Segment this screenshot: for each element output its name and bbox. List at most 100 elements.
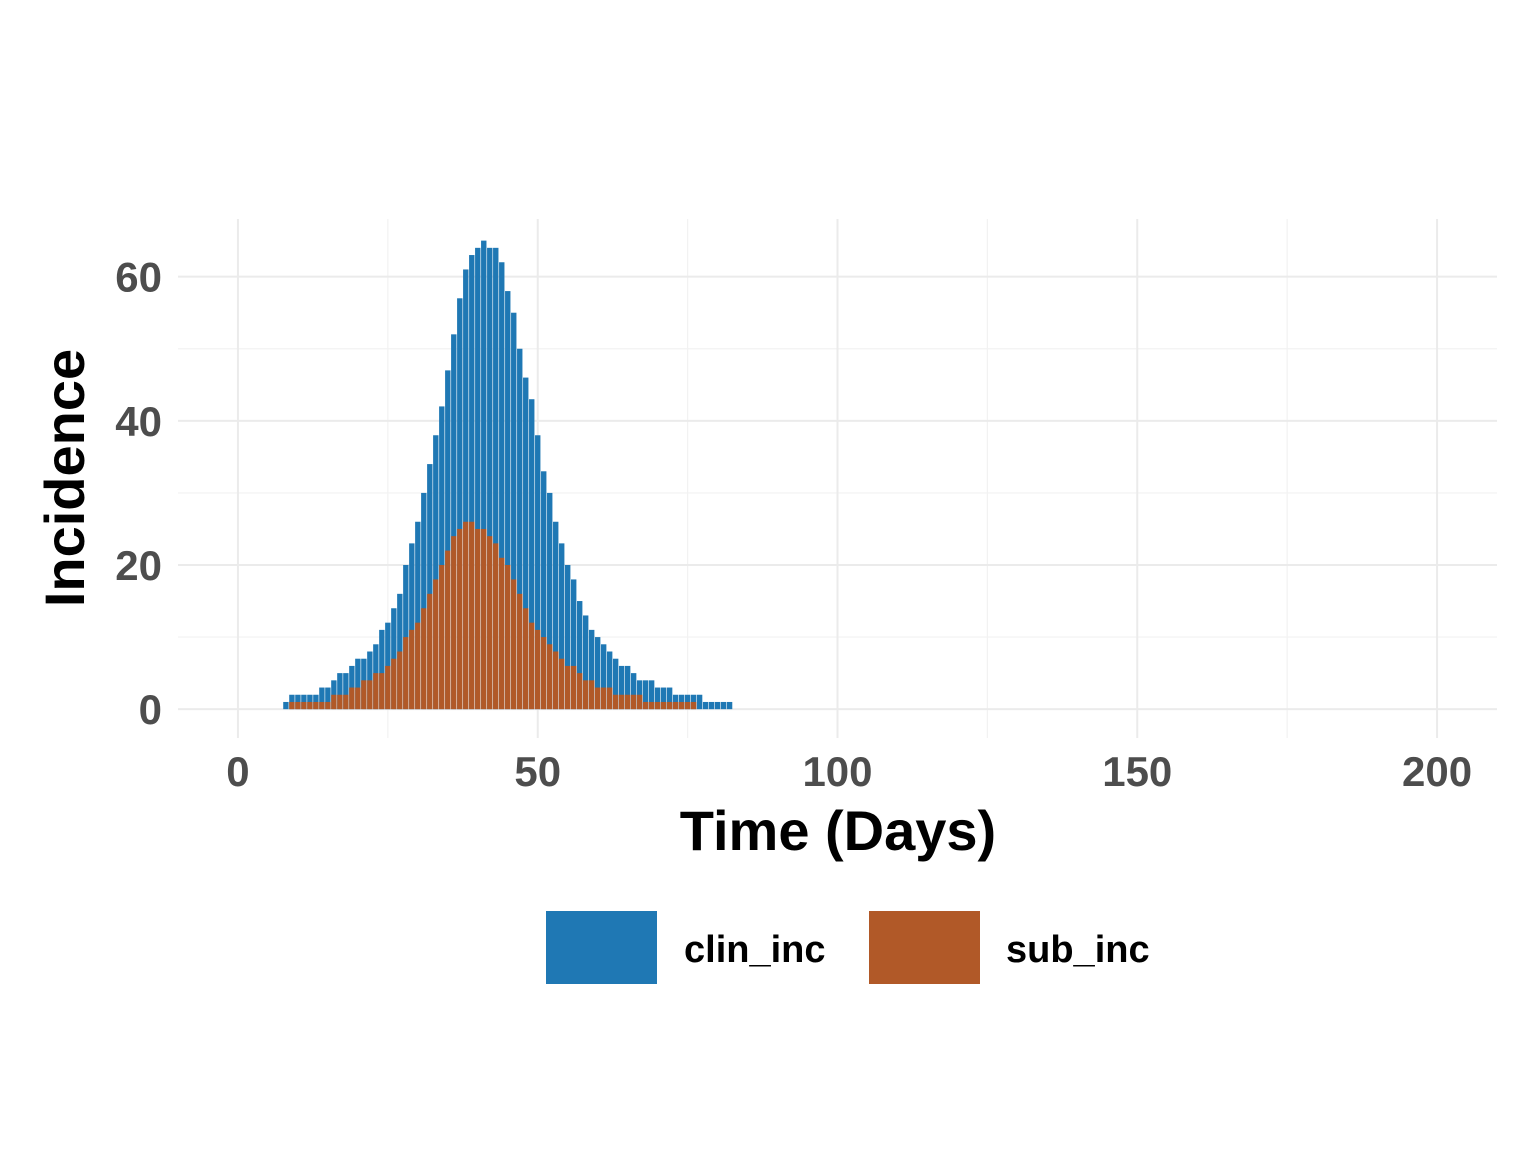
bar-clin-inc — [505, 291, 511, 710]
bar-sub-inc — [582, 680, 589, 710]
bar-sub-inc — [319, 701, 325, 710]
bar-sub-inc — [612, 694, 619, 710]
bar-sub-inc — [415, 622, 421, 710]
bar-clin-inc — [355, 658, 361, 710]
bar-sub-inc — [547, 644, 553, 710]
bar-sub-inc — [594, 687, 601, 710]
bar-clin-inc — [565, 565, 571, 710]
legend-swatch-clin-inc — [546, 911, 657, 984]
bar-sub-inc — [343, 694, 349, 710]
x-tick-label: 200 — [1402, 748, 1472, 795]
legend-item-clin-inc: clin_inc — [546, 911, 826, 984]
bar-sub-inc — [331, 694, 337, 710]
bar-clin-inc — [325, 687, 331, 710]
bar-clin-inc — [624, 665, 631, 710]
bar-clin-inc — [415, 521, 421, 710]
bar-clin-inc — [499, 262, 505, 710]
bar-sub-inc — [361, 680, 367, 710]
bar-clin-inc — [553, 521, 559, 710]
bar-sub-inc — [325, 701, 331, 710]
bar-clin-inc — [630, 673, 637, 710]
bar-clin-inc — [541, 471, 547, 710]
bar-clin-inc — [582, 615, 589, 710]
bar-sub-inc — [636, 694, 643, 710]
y-tick-label: 60 — [115, 254, 162, 301]
bar-clin-inc — [600, 644, 607, 710]
y-tick-label: 0 — [139, 686, 162, 733]
bar-sub-inc — [678, 701, 685, 710]
bar-sub-inc — [654, 701, 661, 710]
bar-sub-inc — [355, 687, 361, 710]
bar-sub-inc — [373, 673, 379, 710]
bar-sub-inc — [391, 658, 397, 710]
bar-sub-inc — [295, 701, 301, 710]
bar-sub-inc — [421, 608, 427, 710]
bar-sub-inc — [588, 680, 595, 710]
bar-sub-inc — [505, 565, 511, 710]
bar-clin-inc — [379, 629, 385, 710]
legend-label-sub-inc: sub_inc — [1006, 929, 1150, 971]
bar-sub-inc — [600, 687, 607, 710]
bar-sub-inc — [337, 694, 343, 710]
bar-clin-inc — [594, 637, 601, 710]
bar-clin-inc — [343, 673, 349, 710]
bar-sub-inc — [606, 687, 613, 710]
bar-clin-inc — [529, 399, 535, 710]
bar-clin-inc — [517, 348, 523, 710]
bar-clin-inc — [337, 673, 343, 710]
bar-sub-inc — [672, 701, 679, 710]
bar-sub-inc — [666, 701, 673, 710]
bar-clin-inc — [445, 370, 451, 710]
bar-clin-inc — [487, 247, 493, 710]
x-tick-label: 150 — [1102, 748, 1172, 795]
bar-sub-inc — [559, 658, 565, 710]
bar-clin-inc — [451, 334, 457, 710]
bar-sub-inc — [367, 680, 373, 710]
bar-sub-inc — [439, 565, 445, 710]
x-tick-label: 50 — [514, 748, 561, 795]
y-axis-ticks: 0 20 40 60 — [115, 254, 162, 734]
bar-sub-inc — [499, 557, 505, 710]
legend-label-clin-inc: clin_inc — [684, 929, 826, 971]
bar-clin-inc — [421, 492, 427, 710]
bar-sub-inc — [493, 543, 499, 710]
bar-clin-inc — [463, 269, 469, 710]
bar-clin-inc — [319, 687, 325, 710]
bar-sub-inc — [301, 701, 307, 710]
bar-clin-inc — [642, 680, 649, 710]
bar-sub-inc — [289, 701, 295, 710]
bar-clin-inc — [523, 377, 529, 710]
bar-clin-inc — [433, 435, 439, 710]
bar-clin-inc — [457, 298, 463, 710]
bar-clin-inc — [493, 247, 499, 710]
bar-sub-inc — [379, 673, 385, 710]
legend: clin_inc sub_inc — [546, 911, 1150, 984]
x-tick-label: 0 — [226, 748, 249, 795]
bar-sub-inc — [511, 579, 517, 710]
bar-sub-inc — [553, 651, 559, 710]
bar-clin-inc — [571, 579, 577, 710]
legend-item-sub-inc: sub_inc — [869, 911, 1150, 984]
bar-clin-inc — [660, 687, 667, 710]
bar-clin-inc — [720, 701, 727, 710]
bar-sub-inc — [457, 528, 463, 710]
x-axis-ticks: 0 50 100 150 200 — [226, 748, 1472, 795]
bar-clin-inc — [409, 543, 415, 710]
legend-swatch-sub-inc — [869, 911, 980, 984]
bar-sub-inc — [642, 701, 649, 710]
bar-sub-inc — [385, 665, 391, 710]
bar-sub-inc — [445, 550, 451, 710]
bar-clin-inc — [726, 701, 733, 710]
bar-sub-inc — [469, 521, 475, 710]
bar-clin-inc — [606, 651, 613, 710]
bar-clin-inc — [648, 680, 655, 710]
bar-sub-inc — [403, 637, 409, 710]
bar-sub-inc — [481, 528, 487, 710]
bar-sub-inc — [349, 687, 355, 710]
bar-sub-inc — [433, 579, 439, 710]
bar-clin-inc — [612, 658, 619, 710]
bar-clin-inc — [714, 701, 721, 710]
bar-clin-inc — [535, 435, 541, 710]
